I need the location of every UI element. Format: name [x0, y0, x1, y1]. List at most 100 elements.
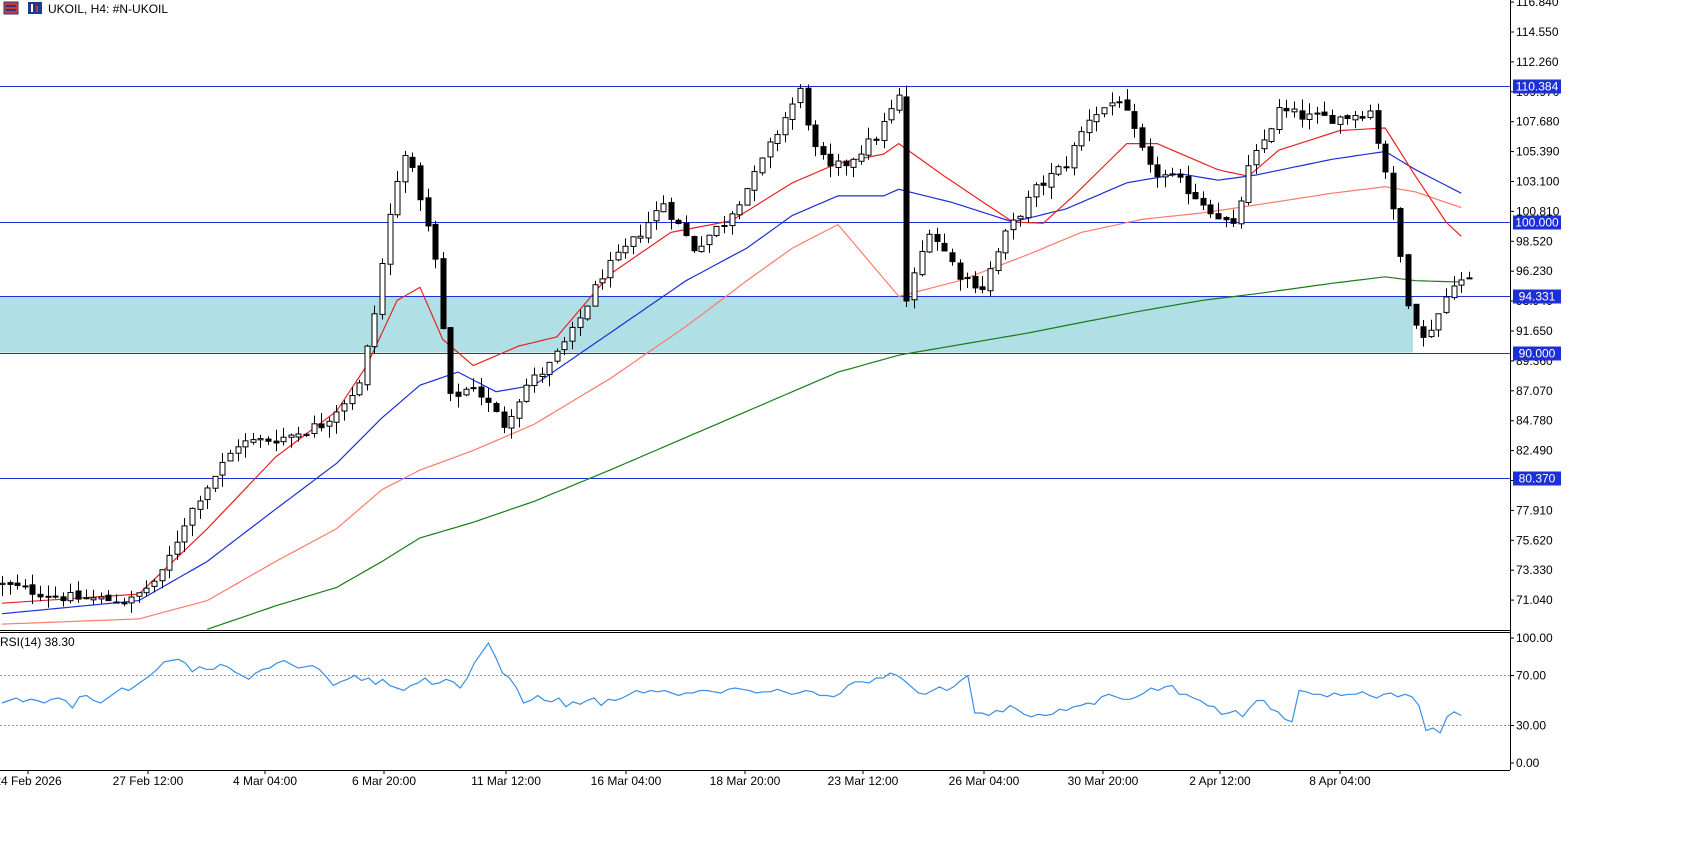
- symbol-list-icon[interactable]: [3, 1, 19, 15]
- candle-up: [121, 602, 128, 605]
- candle-up: [926, 233, 933, 253]
- candle-up: [736, 204, 743, 216]
- candle-up: [523, 384, 530, 402]
- level-tag-bg-100.000: [1513, 215, 1561, 230]
- candle-up: [1352, 115, 1359, 121]
- time-tick-label: 23 Mar 12:00: [828, 774, 899, 788]
- candle-up: [257, 438, 264, 441]
- ma-slow-line: [1, 186, 1462, 625]
- candle-down: [873, 138, 880, 141]
- candle-up: [546, 361, 553, 376]
- price-tick-label: 84.780: [1516, 414, 1553, 428]
- candle-down: [949, 252, 956, 263]
- candle-up: [22, 585, 29, 588]
- candle-up: [1017, 215, 1024, 220]
- candle-up: [349, 395, 356, 405]
- candle-down: [105, 594, 112, 602]
- candle-up: [52, 595, 59, 598]
- support-zone: [0, 295, 1413, 353]
- candle-up: [1071, 145, 1078, 169]
- candle-up: [250, 439, 257, 443]
- time-tick-label: 27 Feb 12:00: [113, 774, 184, 788]
- candle-up: [622, 245, 629, 254]
- symbol-label: UKOIL, H4: #N-UKOIL: [48, 2, 168, 16]
- price-tick-label: 77.910: [1516, 503, 1553, 517]
- candle-up: [865, 138, 872, 156]
- candle-up: [371, 313, 378, 348]
- candle-down: [425, 197, 432, 227]
- candle-up: [835, 160, 842, 168]
- candle-up: [1063, 166, 1070, 169]
- candle-up: [1451, 285, 1458, 299]
- candle-up: [1162, 174, 1169, 178]
- candle-up: [174, 541, 181, 555]
- candle-up: [463, 388, 470, 396]
- candle-down: [1215, 213, 1222, 220]
- candle-up: [797, 87, 804, 104]
- candle-up: [341, 403, 348, 412]
- chart-header: UKOIL, H4: #N-UKOIL: [3, 1, 168, 16]
- candle-up: [402, 155, 409, 183]
- candle-up: [45, 595, 52, 598]
- rsi-axis: 100.00 70.00 30.00 0.00: [1510, 631, 1553, 770]
- candle-up: [235, 446, 242, 454]
- candle-down: [1124, 99, 1131, 111]
- time-tick-label: 8 Apr 04:00: [1309, 774, 1371, 788]
- candle-up: [197, 500, 204, 510]
- candle-down: [1344, 115, 1351, 120]
- candle-down: [683, 222, 690, 237]
- candle-up: [592, 284, 599, 307]
- candle-down: [934, 233, 941, 242]
- time-tick-label: 18 Mar 20:00: [710, 774, 781, 788]
- candle-down: [1223, 216, 1230, 221]
- candle-down: [455, 391, 462, 397]
- chart-type-icon[interactable]: [28, 2, 42, 14]
- candle-down: [941, 242, 948, 252]
- candle-up: [713, 225, 720, 237]
- candle-up: [288, 434, 295, 438]
- time-tick-label: 16 Mar 04:00: [591, 774, 662, 788]
- rsi-tick-label: 30.00: [1516, 719, 1546, 733]
- candle-down: [432, 223, 439, 260]
- candle-up: [919, 250, 926, 276]
- candle-down: [29, 584, 36, 595]
- candle-up: [1116, 101, 1123, 104]
- candle-up: [242, 440, 249, 448]
- candle-down: [903, 96, 910, 302]
- ma-mid-line: [1, 150, 1462, 615]
- candle-up: [90, 597, 97, 601]
- candle-up: [204, 487, 211, 501]
- candle-down: [1154, 164, 1161, 177]
- candle-up: [364, 345, 371, 386]
- candle-down: [1321, 111, 1328, 116]
- candle-up: [744, 188, 751, 206]
- candle-up: [189, 507, 196, 526]
- candle-up: [858, 153, 865, 162]
- price-tick-label: 116.840: [1516, 0, 1559, 9]
- level-tag-94.331: 94.331: [1519, 290, 1556, 304]
- candle-up: [1428, 329, 1435, 338]
- candle-up: [143, 587, 150, 594]
- candle-up: [98, 596, 105, 600]
- level-tag-bg-80.370: [1513, 471, 1561, 486]
- candle-down: [1177, 173, 1184, 178]
- candle-down: [979, 286, 986, 291]
- candle-up: [1238, 200, 1245, 225]
- candle-up: [1261, 139, 1268, 150]
- candle-down: [485, 397, 492, 403]
- candle-up: [1268, 128, 1275, 143]
- candle-up: [1367, 110, 1374, 118]
- candle-up: [767, 141, 774, 158]
- candle-up: [706, 234, 713, 246]
- candle-up: [751, 171, 758, 191]
- price-tick-label: 96.230: [1516, 264, 1553, 278]
- candle-up: [1443, 296, 1450, 313]
- candle-up: [531, 374, 538, 386]
- candle-up: [379, 262, 386, 315]
- price-tick-label: 73.330: [1516, 563, 1553, 577]
- candle-up: [219, 461, 226, 476]
- candle-up: [166, 554, 173, 571]
- candle-down: [1390, 172, 1397, 210]
- candle-up: [577, 317, 584, 328]
